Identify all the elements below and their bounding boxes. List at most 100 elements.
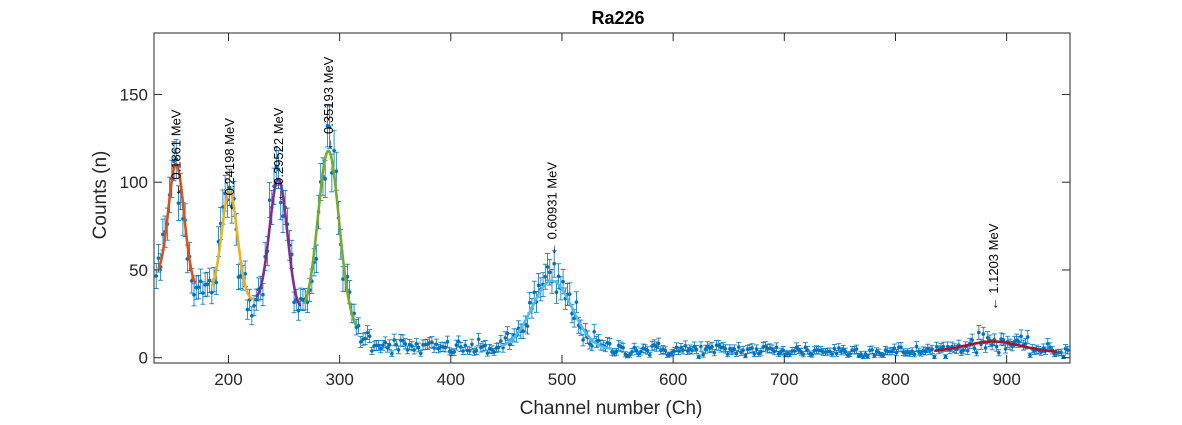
x-tick-label: 200 — [214, 370, 242, 389]
peak-annotation: ← 0.24198 MeV — [222, 118, 237, 212]
data-point — [540, 272, 546, 297]
data-point — [1018, 329, 1024, 344]
peak-label: ← 0.60931 MeV — [544, 162, 559, 256]
data-point — [889, 347, 895, 356]
data-point — [942, 354, 948, 359]
data-point — [400, 334, 406, 347]
data-point — [925, 343, 931, 354]
x-tick-label: 900 — [992, 370, 1020, 389]
data-point — [480, 341, 486, 352]
data-point — [200, 281, 206, 305]
peak-label: ← 0.1861 MeV — [169, 109, 184, 196]
data-point — [358, 335, 364, 348]
y-tick-label: 150 — [120, 85, 148, 104]
data-point — [1065, 345, 1070, 355]
data-point — [700, 351, 706, 358]
data-point — [762, 341, 768, 352]
data-point — [929, 344, 935, 354]
data-point — [914, 341, 920, 352]
annotation-layer: ← 0.1861 MeV ← 0.24198 MeV ← 0.29522 MeV ← … — [169, 56, 1001, 310]
data-point — [678, 343, 684, 353]
y-tick-label: 100 — [120, 173, 148, 192]
data-point — [227, 168, 233, 206]
fit-curve-3 — [255, 177, 302, 307]
data-point — [742, 353, 748, 359]
data-point — [731, 344, 737, 354]
data-point — [909, 347, 915, 356]
fit-layer — [157, 149, 1058, 353]
chart-title: Ra226 — [591, 8, 644, 28]
fit-curve-2 — [210, 190, 254, 301]
data-point — [996, 349, 1002, 357]
peak-annotation: ← 0.35193 MeV — [321, 56, 336, 150]
data-point — [493, 343, 499, 353]
data-point — [505, 326, 511, 341]
data-point — [553, 280, 559, 304]
data-point — [195, 275, 201, 300]
data-point — [460, 347, 466, 356]
data-point — [709, 341, 715, 352]
data-point — [469, 338, 475, 350]
data-point — [705, 341, 711, 352]
data-point — [738, 348, 744, 356]
data-point — [840, 344, 846, 354]
fit-curve-5 — [500, 279, 613, 351]
data-point — [865, 354, 871, 359]
data-point — [965, 346, 971, 355]
data-point — [193, 275, 199, 300]
fit-curve-6 — [933, 340, 1058, 353]
y-tick-label: 50 — [129, 261, 148, 280]
data-point — [458, 342, 464, 352]
data-point — [378, 343, 384, 354]
data-point — [711, 349, 717, 357]
data-point — [818, 346, 824, 355]
data-point — [647, 352, 653, 358]
x-tick-label: 600 — [659, 370, 687, 389]
data-point — [204, 271, 210, 297]
data-point — [794, 342, 800, 353]
data-point — [191, 283, 197, 307]
data-point — [931, 354, 937, 360]
data-point — [769, 344, 775, 354]
data-point — [462, 340, 468, 351]
x-tick-label: 300 — [325, 370, 353, 389]
data-point — [838, 347, 844, 356]
data-point — [327, 105, 333, 149]
data-point — [418, 349, 424, 357]
data-point — [324, 104, 330, 148]
data-point — [278, 184, 284, 221]
data-point — [900, 348, 906, 356]
data-point — [676, 346, 682, 355]
data-point — [387, 339, 393, 351]
data-point — [560, 269, 566, 295]
data-point — [565, 283, 571, 306]
data-point — [413, 338, 419, 350]
peak-annotation: ← 0.1861 MeV — [169, 109, 184, 196]
x-tick-label: 700 — [770, 370, 798, 389]
data-point — [696, 354, 702, 360]
y-tick-label: 0 — [139, 349, 148, 368]
x-tick-label: 800 — [881, 370, 909, 389]
data-point — [498, 334, 504, 348]
peak-label: ← 1.1203 MeV — [986, 223, 1001, 310]
data-point — [911, 351, 917, 358]
x-tick-label: 500 — [548, 370, 576, 389]
x-tick-label: 400 — [437, 370, 465, 389]
data-point — [467, 346, 473, 355]
peak-label: ← 0.24198 MeV — [222, 118, 237, 212]
x-axis-label: Channel number (Ch) — [520, 398, 703, 419]
data-point — [613, 347, 619, 356]
y-axis-label: Counts (n) — [90, 151, 111, 240]
data-point — [367, 329, 373, 344]
data-point — [551, 249, 557, 278]
data-point — [1000, 333, 1006, 347]
data-point — [645, 346, 651, 355]
data-point — [580, 333, 586, 347]
axes-layer: 200 300 400 500 600 700 800 900 0 50 100 150 — [120, 32, 1071, 389]
peak-annotation: ← 0.60931 MeV — [544, 162, 559, 256]
data-point — [429, 336, 435, 349]
data-point — [360, 332, 366, 346]
